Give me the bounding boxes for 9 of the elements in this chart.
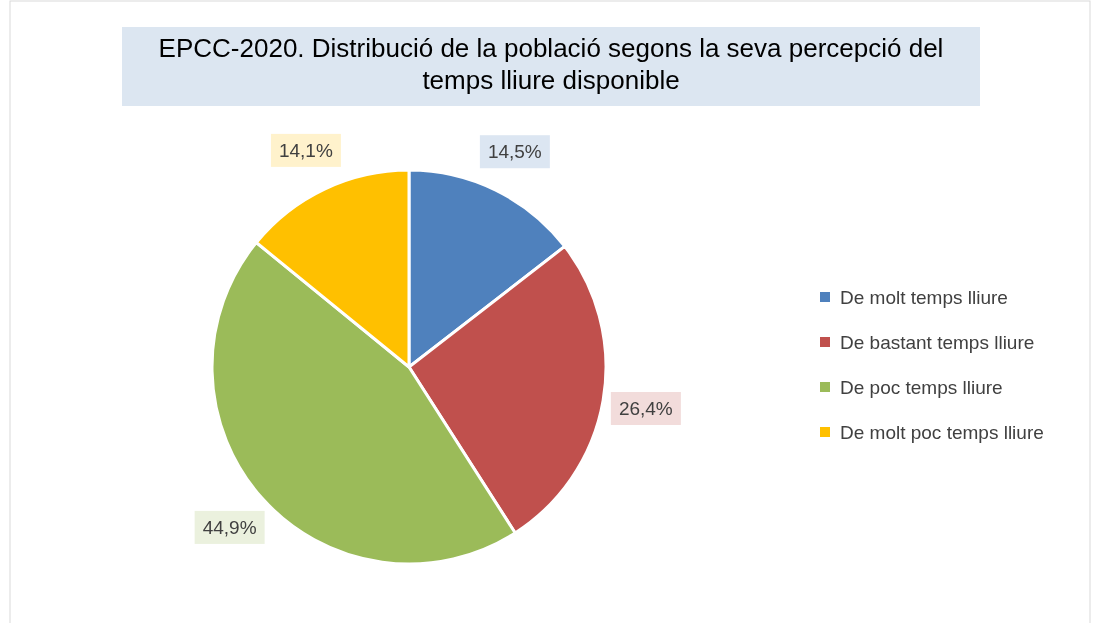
legend-label: De molt temps lliure — [840, 287, 1008, 308]
legend-label: De bastant temps lliure — [840, 332, 1035, 353]
data-label: 26,4% — [618, 397, 673, 419]
legend-label: De molt poc temps lliure — [840, 422, 1044, 443]
legend-label: De poc temps lliure — [840, 377, 1003, 398]
data-label: 14,5% — [487, 141, 542, 163]
data-label: 14,1% — [278, 139, 333, 161]
chart-title: EPCC-2020. Distribució de la població segons la seva percepció del temps lliure disponible — [158, 33, 944, 95]
data-label: 44,9% — [202, 516, 257, 538]
